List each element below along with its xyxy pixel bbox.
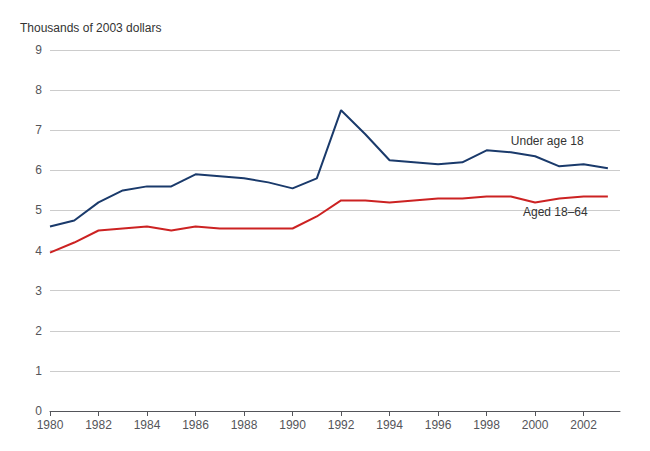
svg-text:2000: 2000: [522, 418, 549, 432]
svg-text:8: 8: [35, 83, 42, 97]
svg-text:Aged 18–64: Aged 18–64: [523, 205, 588, 219]
svg-text:1998: 1998: [473, 418, 500, 432]
svg-text:2: 2: [35, 324, 42, 338]
svg-text:1996: 1996: [425, 418, 452, 432]
svg-text:1: 1: [35, 364, 42, 378]
svg-text:1982: 1982: [85, 418, 112, 432]
svg-text:1984: 1984: [134, 418, 161, 432]
svg-text:1990: 1990: [279, 418, 306, 432]
svg-text:3: 3: [35, 284, 42, 298]
svg-text:Under age 18: Under age 18: [511, 134, 584, 148]
svg-text:1994: 1994: [376, 418, 403, 432]
svg-text:4: 4: [35, 244, 42, 258]
svg-text:6: 6: [35, 163, 42, 177]
svg-text:2002: 2002: [570, 418, 597, 432]
svg-text:Thousands of 2003 dollars: Thousands of 2003 dollars: [20, 21, 161, 35]
svg-text:5: 5: [35, 203, 42, 217]
svg-text:9: 9: [35, 43, 42, 57]
svg-text:1986: 1986: [182, 418, 209, 432]
svg-text:1988: 1988: [231, 418, 258, 432]
svg-text:1992: 1992: [328, 418, 355, 432]
svg-text:0: 0: [35, 404, 42, 418]
svg-text:7: 7: [35, 123, 42, 137]
svg-text:1980: 1980: [37, 418, 64, 432]
